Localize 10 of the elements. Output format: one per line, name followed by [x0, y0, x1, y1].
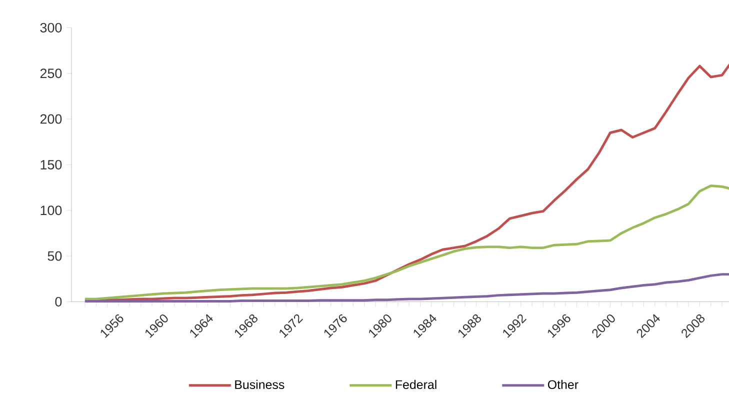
- legend-label: Federal: [396, 380, 436, 390]
- y-tick-label: 300: [40, 22, 62, 32]
- y-tick-label: 0: [55, 296, 62, 306]
- y-tick-label: 200: [40, 114, 62, 124]
- y-tick-label: 150: [40, 160, 62, 170]
- y-tick-label: 250: [40, 68, 62, 78]
- legend-label: Business: [235, 380, 284, 390]
- y-tick-label: 100: [40, 206, 62, 216]
- legend-label: Other: [548, 380, 578, 390]
- y-tick-label: 50: [48, 251, 62, 261]
